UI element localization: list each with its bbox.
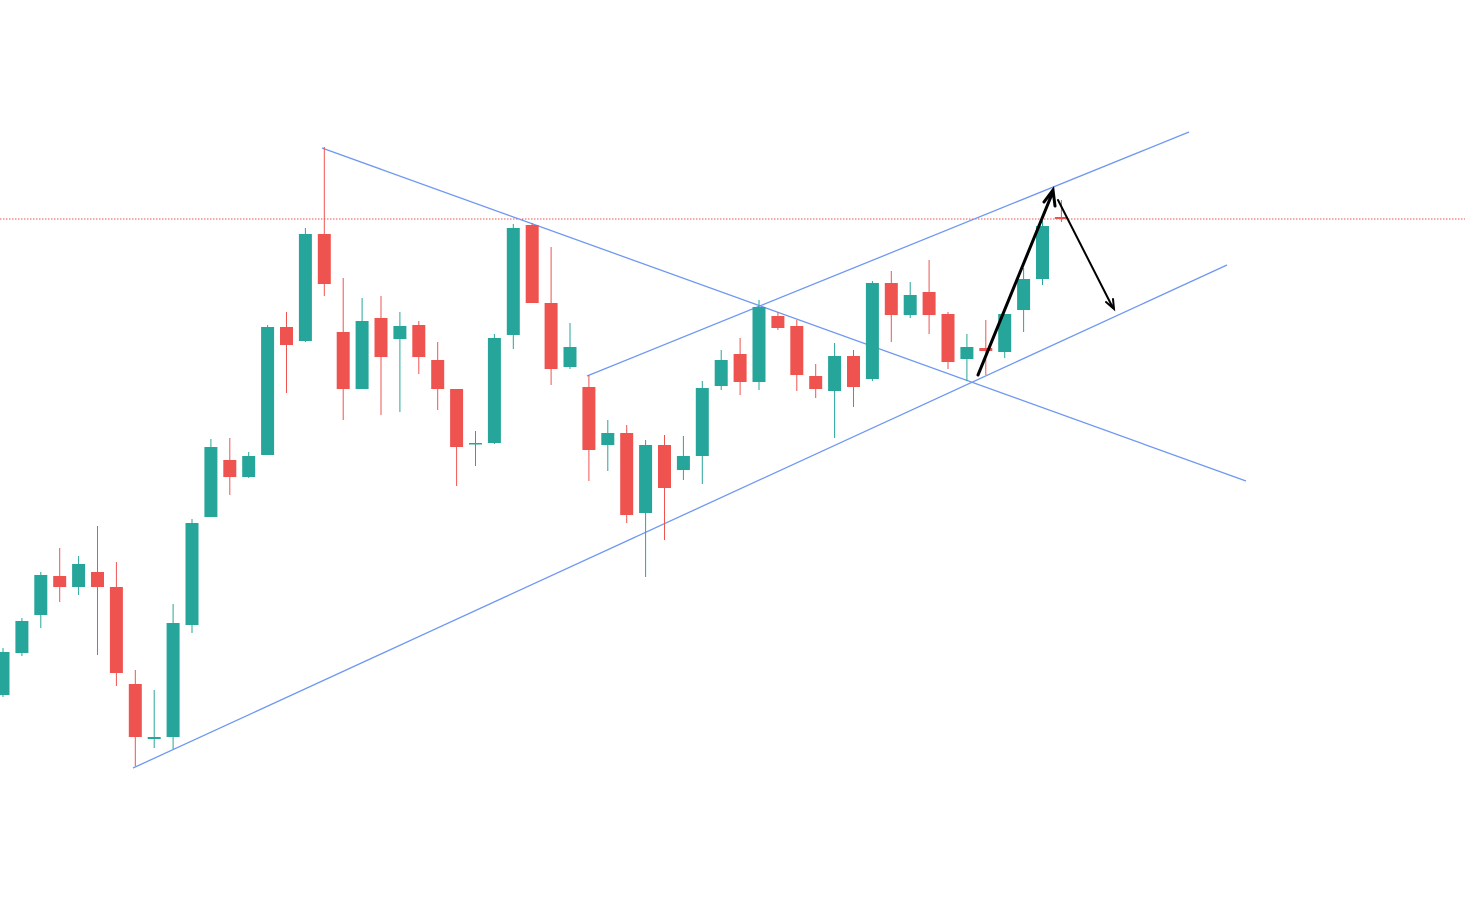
candle-body: [469, 443, 482, 445]
candle-body: [620, 433, 634, 515]
trend-line: [132, 264, 1228, 769]
candle-body: [72, 564, 86, 587]
arrow-down: [1057, 199, 1114, 309]
candle-body: [147, 737, 161, 739]
candle-body: [733, 354, 747, 382]
candle-body: [223, 460, 237, 477]
candle-body: [752, 307, 766, 382]
candle-body: [1036, 226, 1049, 279]
candle-body: [487, 338, 501, 443]
drawings: [132, 131, 1247, 769]
arrow-up: [976, 192, 1054, 377]
candle-body: [393, 326, 407, 339]
candle-body: [998, 314, 1012, 352]
candle-body: [884, 283, 898, 315]
candle-body: [204, 447, 218, 517]
candle-body: [865, 283, 879, 379]
candle-body: [639, 445, 653, 513]
candle-body: [317, 234, 331, 284]
candle-body: [922, 292, 936, 315]
candle-body: [658, 445, 671, 488]
trend-line: [586, 131, 1190, 377]
candle-body: [828, 356, 842, 391]
candle-body: [790, 326, 804, 375]
candle-body: [109, 587, 123, 673]
candle-body: [1017, 279, 1031, 310]
candle-body: [903, 295, 917, 315]
candle-body: [185, 523, 199, 625]
candle-body: [525, 225, 539, 303]
candle-body: [15, 621, 29, 653]
trend-line: [321, 147, 1247, 482]
candle-body: [979, 348, 993, 351]
candle-body: [960, 347, 974, 359]
arrow-head: [1042, 186, 1057, 208]
candle-body: [431, 360, 445, 389]
candle-body: [676, 456, 690, 470]
candle-body: [771, 316, 785, 328]
candle-body: [261, 327, 275, 455]
candle-body: [412, 325, 426, 357]
candles: [0, 147, 1068, 766]
candle-body: [128, 684, 142, 737]
candle-body: [450, 389, 464, 447]
candle-body: [242, 456, 256, 477]
candle-body: [714, 360, 728, 386]
candle-body: [601, 433, 615, 445]
candle-body: [695, 388, 709, 456]
arrows: [976, 186, 1116, 377]
candle-body: [563, 347, 577, 367]
candle-body: [336, 332, 350, 389]
candle-body: [544, 303, 558, 369]
candle-body: [53, 576, 67, 587]
candle-body: [0, 652, 10, 695]
candle-body: [847, 356, 860, 387]
arrow-head: [1105, 298, 1116, 312]
candle-body: [355, 321, 369, 389]
candle-body: [298, 234, 312, 341]
candle-body: [941, 314, 955, 362]
candle-body: [582, 387, 596, 450]
candle-body: [1054, 217, 1068, 219]
candle-body: [34, 575, 48, 615]
candle-body: [374, 318, 388, 357]
candle-body: [809, 376, 823, 389]
candle-body: [91, 572, 104, 587]
candle-body: [506, 228, 520, 335]
candle-body: [280, 327, 293, 345]
candle-body: [166, 623, 180, 737]
